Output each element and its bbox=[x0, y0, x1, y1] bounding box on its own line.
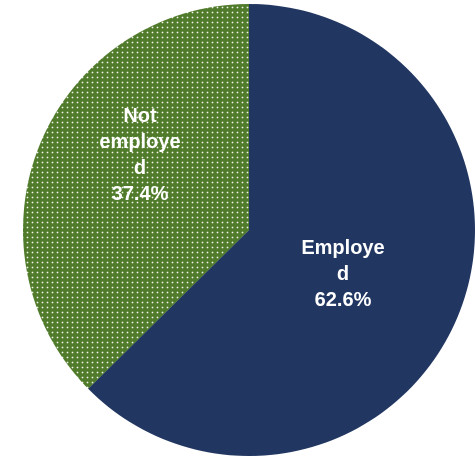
slice-name-line: d bbox=[337, 263, 349, 285]
pie-slice-1 bbox=[22, 4, 249, 389]
slice-name-line: Employe bbox=[301, 237, 384, 259]
pie-slice-label-0: Employe d 62.6% bbox=[301, 237, 384, 311]
slice-value-label: 37.4% bbox=[112, 183, 169, 205]
pie-slices bbox=[22, 4, 475, 457]
slice-value-label: 62.6% bbox=[315, 289, 372, 311]
pie-slice-label-1: Not employe d 37.4% bbox=[99, 105, 180, 205]
pie-slice-0 bbox=[88, 4, 475, 457]
pie-labels: Employe d 62.6% Not employe d 37.4% bbox=[99, 105, 384, 311]
slice-name-line: d bbox=[134, 157, 146, 179]
slice-name-line: Not bbox=[123, 105, 157, 127]
slice-name-line: employe bbox=[99, 131, 180, 153]
